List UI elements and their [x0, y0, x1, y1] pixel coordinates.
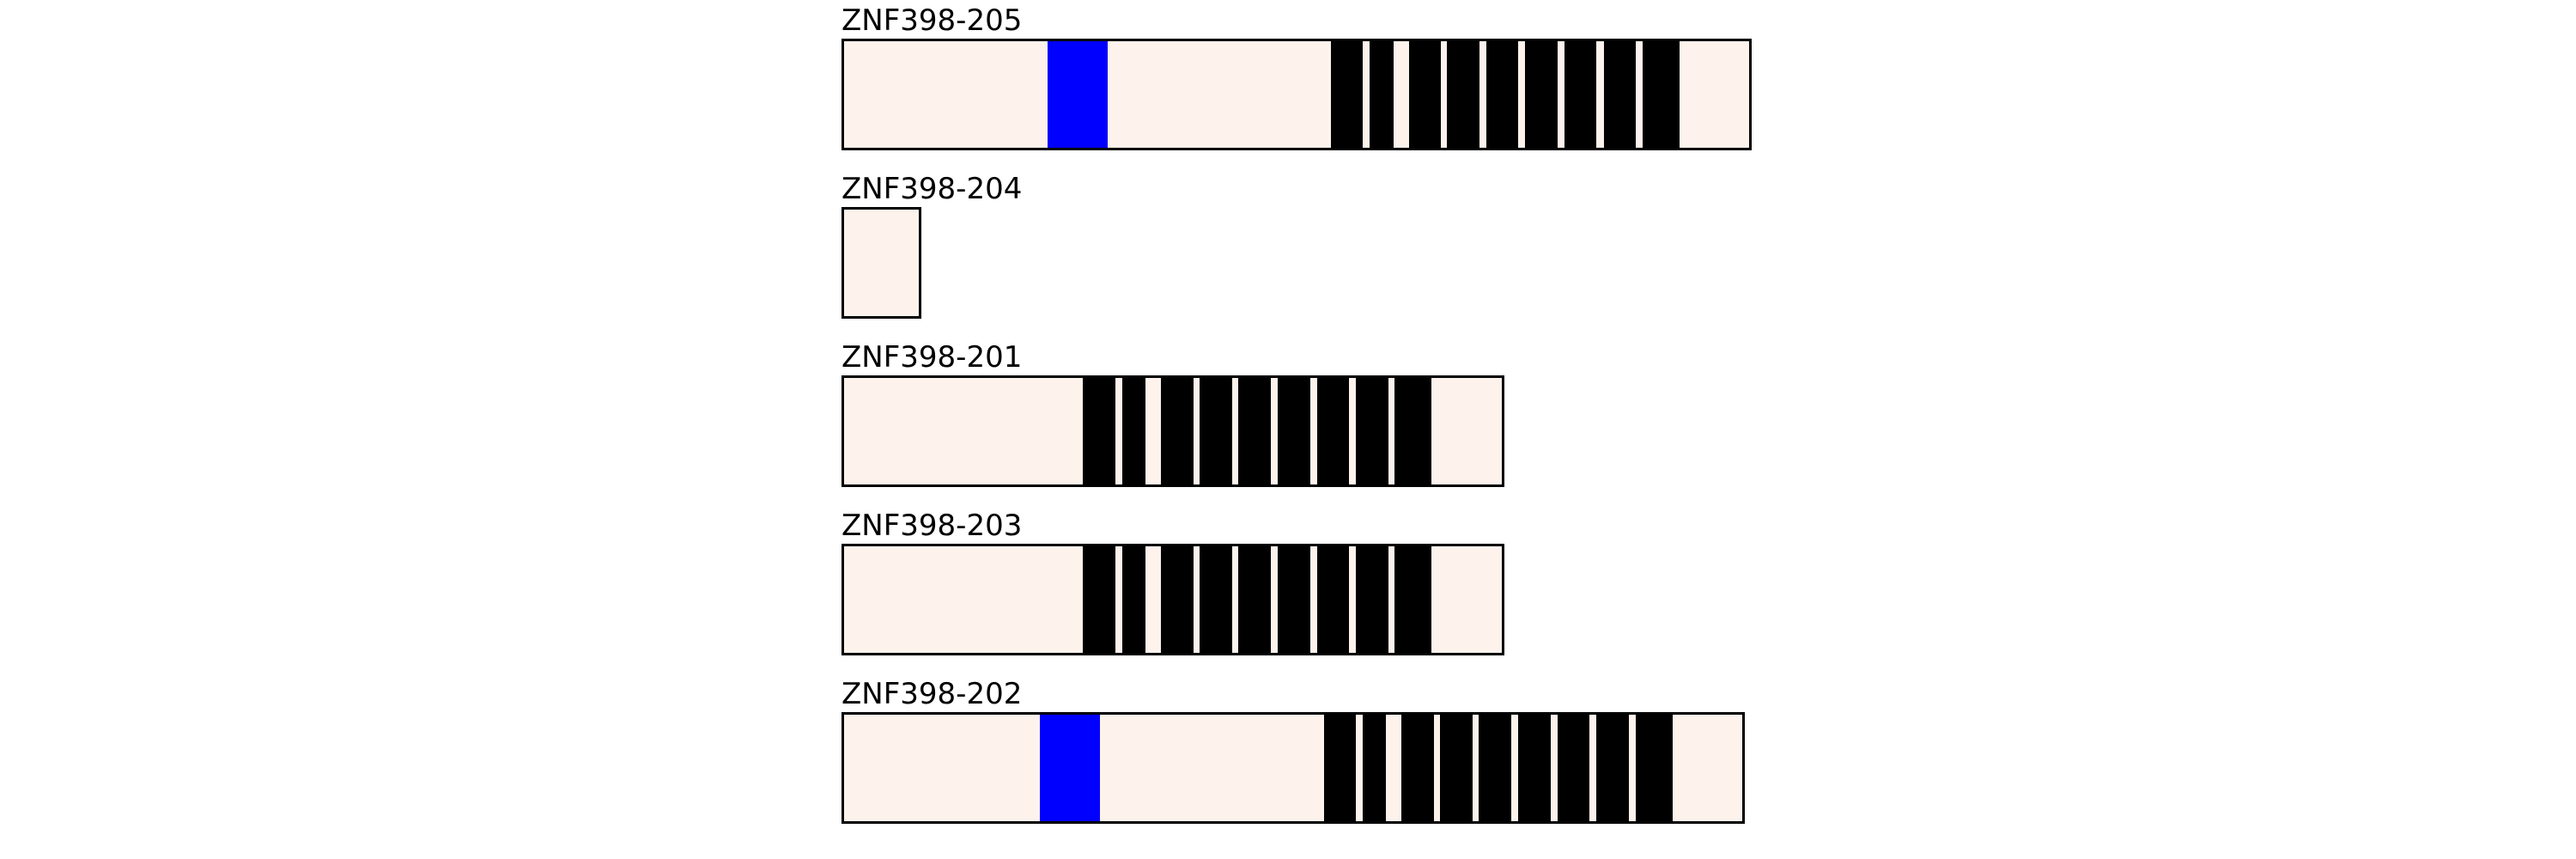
transcript-outline	[841, 544, 1504, 655]
transcript-row: ZNF398-204	[841, 172, 1022, 319]
transcript-outline	[841, 375, 1504, 487]
transcript-outline	[841, 712, 1745, 824]
black-domain-segment	[1596, 712, 1629, 824]
black-domain-segment	[1238, 375, 1271, 487]
black-domain-segment	[1200, 544, 1232, 655]
black-domain-segment	[1317, 375, 1349, 487]
black-domain-segment	[1518, 712, 1551, 824]
transcript-row: ZNF398-202	[841, 677, 1745, 824]
black-domain-segment	[1161, 544, 1194, 655]
transcript-row: ZNF398-203	[841, 509, 1504, 655]
transcript-label: ZNF398-204	[841, 172, 1022, 206]
transcript-box	[841, 207, 921, 319]
black-domain-segment	[1200, 375, 1232, 487]
black-domain-segment	[1394, 375, 1431, 487]
transcript-label: ZNF398-205	[841, 3, 1022, 38]
black-domain-segment	[1643, 39, 1680, 150]
black-domain-segment	[1370, 39, 1394, 150]
black-domain-segment	[1479, 712, 1511, 824]
black-domain-segment	[1278, 544, 1310, 655]
black-domain-segment	[1083, 375, 1115, 487]
transcript-row: ZNF398-201	[841, 340, 1504, 487]
transcript-box	[841, 39, 1752, 150]
black-domain-segment	[1278, 375, 1310, 487]
black-domain-segment	[1525, 39, 1558, 150]
black-domain-segment	[1122, 375, 1145, 487]
black-domain-segment	[1447, 39, 1479, 150]
black-domain-segment	[1331, 39, 1363, 150]
transcript-label: ZNF398-202	[841, 677, 1022, 711]
black-domain-segment	[1324, 712, 1356, 824]
black-domain-segment	[1401, 712, 1434, 824]
blue-domain-segment	[1048, 39, 1108, 150]
black-domain-segment	[1564, 39, 1596, 150]
black-domain-segment	[1083, 544, 1115, 655]
black-domain-segment	[1356, 375, 1388, 487]
black-domain-segment	[1161, 375, 1194, 487]
black-domain-segment	[1636, 712, 1673, 824]
black-domain-segment	[1238, 544, 1271, 655]
transcript-label: ZNF398-201	[841, 340, 1022, 375]
black-domain-segment	[1440, 712, 1473, 824]
black-domain-segment	[1409, 39, 1441, 150]
black-domain-segment	[1356, 544, 1388, 655]
black-domain-segment	[1363, 712, 1386, 824]
black-domain-segment	[1122, 544, 1145, 655]
blue-domain-segment	[1040, 712, 1100, 824]
transcript-row: ZNF398-205	[841, 3, 1752, 150]
black-domain-segment	[1604, 39, 1636, 150]
transcript-tracks: ZNF398-205 ZNF398-204 ZNF398-201 ZNF398-203…	[841, 3, 1752, 824]
black-domain-segment	[1394, 544, 1431, 655]
transcript-label: ZNF398-203	[841, 509, 1022, 543]
transcript-outline	[841, 207, 921, 319]
transcript-box	[841, 712, 1745, 824]
transcript-outline	[841, 39, 1752, 150]
black-domain-segment	[1317, 544, 1349, 655]
black-domain-segment	[1558, 712, 1589, 824]
black-domain-segment	[1486, 39, 1518, 150]
